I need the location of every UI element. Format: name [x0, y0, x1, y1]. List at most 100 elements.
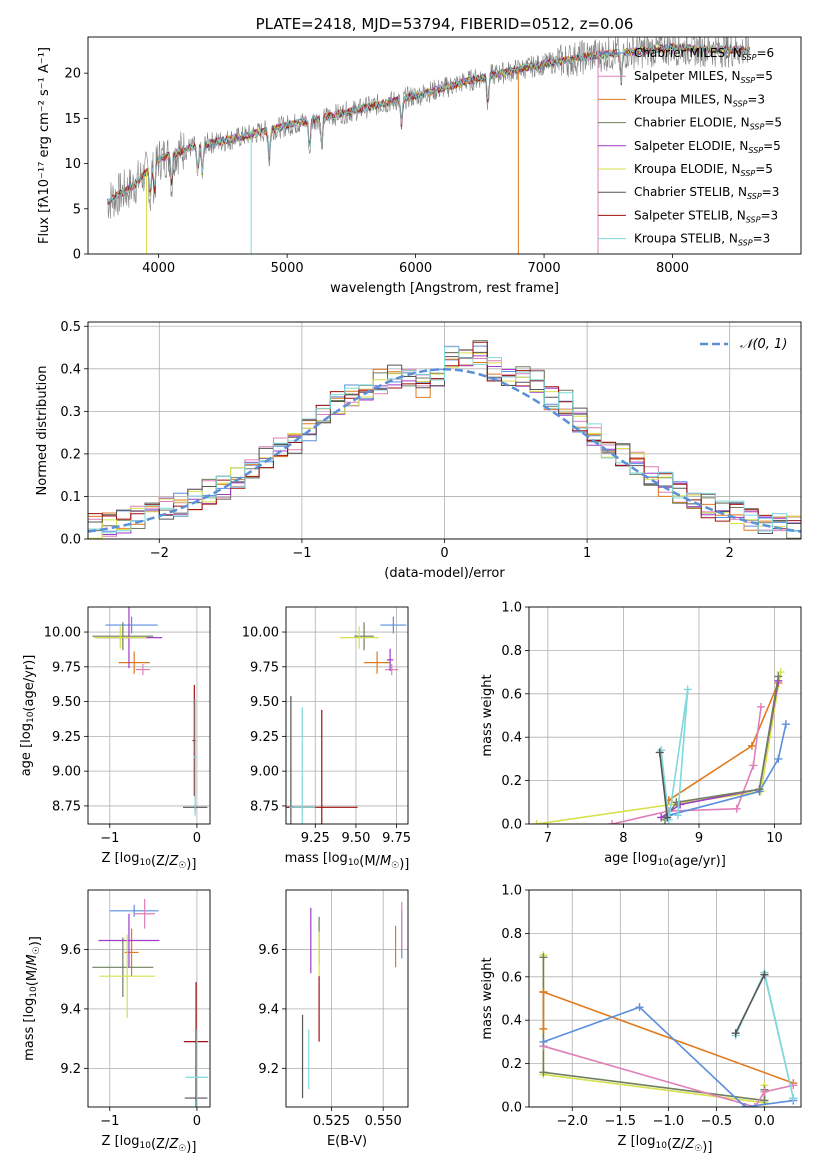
axes-frame: [87, 36, 802, 255]
legend-entry: Salpeter MILES, NSSP=5: [634, 69, 773, 85]
series-line: [542, 955, 766, 1104]
x-tick-label: −2.0: [556, 1114, 588, 1129]
y-tick-label: 0.4: [501, 1014, 522, 1029]
y-tick-label: 9.6: [258, 943, 279, 958]
series-line: [611, 706, 762, 824]
y-tick-label: 10: [64, 157, 81, 172]
panel-4: 7 8 9 10 0.0 0.2 0.4 0.6 0.8 1.0: [501, 601, 802, 846]
y-tick-label: 0.4: [60, 362, 81, 377]
weight-lines: [539, 951, 798, 1107]
x-tick-label: −1.5: [605, 1114, 637, 1129]
x-tick-label: 0.525: [313, 1114, 350, 1129]
axes-frame: [528, 889, 802, 1108]
plus-marker: [732, 804, 741, 813]
y-tick-label: 1.0: [501, 884, 522, 899]
x-tick-label: −2: [150, 546, 169, 561]
y-tick-label: 0.1: [60, 490, 81, 505]
histogram-step: [88, 346, 801, 534]
panel-0: 4000 5000 6000 7000 8000 0 5 10 15 20: [64, 36, 802, 276]
y-tick-label: 0.0: [501, 1101, 522, 1116]
spectrum-lines: [106, 37, 750, 254]
x-tick-label: −1: [100, 831, 119, 846]
series-line: [668, 724, 787, 817]
x-tick-label: −1: [100, 1114, 119, 1129]
plus-marker: [781, 720, 790, 729]
series-line: [734, 974, 766, 1034]
panel-5: −1 0 9.2 9.4 9.6: [60, 889, 211, 1129]
plus-marker: [756, 702, 765, 711]
y-tick-label: 9.4: [60, 1002, 81, 1017]
y-tick-label: 0.5: [60, 320, 81, 335]
y-axis-label: Flux [fλ10⁻¹⁷ erg cm⁻² s⁻¹ A⁻¹]: [37, 47, 52, 244]
x-axis-label: (data-model)/error: [384, 566, 505, 581]
x-tick-label: 7: [544, 831, 552, 846]
y-tick-label: 0.6: [501, 687, 522, 702]
x-tick-label: 0.0: [754, 1114, 775, 1129]
plus-marker: [747, 741, 756, 750]
legend-entry: Chabrier STELIB, NSSP=3: [634, 185, 779, 201]
y-tick-label: 0.2: [501, 774, 522, 789]
plus-marker: [655, 748, 664, 757]
y-tick-label: 10.00: [242, 626, 279, 641]
y-tick-label: 9.00: [52, 765, 81, 780]
x-axis-label: E(B-V): [327, 1134, 367, 1149]
y-tick-label: 9.2: [258, 1062, 279, 1077]
x-tick-label: 0: [440, 546, 448, 561]
legend: Chabrier MILES, NSSP=6 Salpeter MILES, NS…: [598, 46, 782, 248]
y-tick-label: 0.3: [60, 405, 81, 420]
axes-frame: [87, 606, 211, 825]
errorbars: [92, 607, 208, 816]
plus-marker: [673, 811, 682, 820]
series-line: [543, 1045, 794, 1107]
plus-marker: [663, 813, 672, 822]
plus-marker: [731, 1029, 740, 1038]
legend-entry: 𝒩(0, 1): [740, 337, 787, 352]
y-tick-label: 0.8: [501, 927, 522, 942]
y-tick-label: 1.0: [501, 601, 522, 616]
x-tick-label: 8: [619, 831, 627, 846]
plus-marker: [749, 761, 758, 770]
plus-marker: [635, 1003, 644, 1012]
x-tick-label: −1: [292, 546, 311, 561]
y-tick-label: 9.6: [60, 943, 81, 958]
x-tick-label: −1.0: [653, 1114, 685, 1129]
y-tick-label: 9.50: [250, 695, 279, 710]
x-tick-label: 9: [695, 831, 703, 846]
axes-frame: [87, 889, 211, 1108]
legend-entry: Chabrier ELODIE, NSSP=5: [634, 116, 782, 132]
y-tick-label: 0.2: [501, 1057, 522, 1072]
plus-marker: [539, 987, 548, 996]
x-tick-label: 0: [193, 831, 201, 846]
y-tick-label: 0.2: [60, 447, 81, 462]
plus-marker: [760, 1087, 769, 1096]
x-axis-label: Z [log10(Z/Z☉)]: [102, 1134, 197, 1155]
y-axis-label: mass weight: [480, 674, 495, 756]
panel-7: −2.0 −1.5 −1.0 −0.5 0.0 0.0 0.2 0.4 0.6 0.8 1.0: [501, 884, 802, 1129]
y-tick-label: 9.2: [60, 1062, 81, 1077]
y-tick-label: 9.4: [258, 1002, 279, 1017]
x-tick-label: 6000: [399, 261, 432, 276]
legend-entry: Kroupa ELODIE, NSSP=5: [634, 162, 773, 178]
plus-marker: [750, 1103, 759, 1107]
x-axis-label: Z [log10(Z/Z☉)]: [618, 1134, 713, 1155]
plus-marker: [539, 953, 548, 962]
model-spectrum: [107, 43, 750, 205]
y-axis-label: Normed distribution: [35, 366, 50, 496]
legend-entry: Kroupa MILES, NSSP=3: [634, 92, 765, 108]
x-axis-label: wavelength [Angstrom, rest frame]: [330, 281, 559, 296]
chart-title: PLATE=2418, MJD=53794, FIBERID=0512, z=0…: [256, 15, 634, 33]
plus-marker: [760, 1096, 769, 1105]
y-tick-label: 8.75: [250, 799, 279, 814]
y-tick-label: 5: [73, 202, 81, 217]
legend-entry: Salpeter ELODIE, NSSP=5: [634, 139, 781, 155]
y-tick-label: 0: [73, 248, 81, 263]
y-axis-label: mass [log10(M/M☉)]: [22, 936, 43, 1061]
x-tick-label: 7000: [528, 261, 561, 276]
model-spectrum: [106, 43, 750, 205]
y-tick-label: 0.0: [60, 533, 81, 548]
panel-1: −2 −1 0 1 2 0.0 0.1 0.2 0.3 0.4 0.5: [60, 320, 802, 561]
series-line: [542, 990, 794, 1084]
y-tick-label: 15: [64, 112, 81, 127]
y-tick-label: 10.00: [44, 626, 81, 641]
